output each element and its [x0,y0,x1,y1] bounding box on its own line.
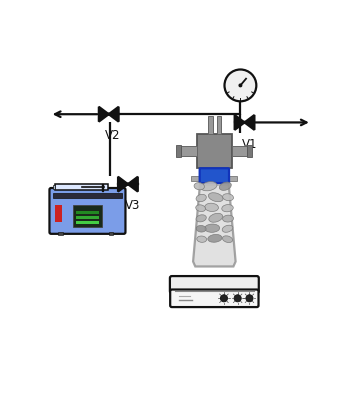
Bar [76,216,99,219]
Bar [109,232,114,235]
Bar [232,146,247,156]
Circle shape [127,183,129,186]
Bar [181,146,196,156]
Ellipse shape [196,215,206,222]
Bar [192,176,201,181]
Polygon shape [99,107,109,122]
Ellipse shape [209,193,223,202]
Bar [102,184,103,191]
Bar [76,221,99,224]
Text: V1: V1 [242,138,257,150]
Polygon shape [193,169,236,266]
Bar [208,168,221,176]
Bar [52,185,56,189]
FancyBboxPatch shape [50,188,125,234]
Bar [56,184,108,190]
Circle shape [246,295,253,302]
Ellipse shape [205,224,220,232]
Ellipse shape [223,215,234,222]
Bar [76,211,99,214]
Ellipse shape [194,183,205,190]
FancyBboxPatch shape [200,168,229,183]
Polygon shape [128,177,138,192]
Bar [52,193,122,198]
Circle shape [107,113,110,116]
Ellipse shape [209,213,223,222]
Bar [58,232,63,235]
Ellipse shape [201,182,217,191]
Ellipse shape [208,234,222,242]
Bar [196,134,232,168]
Ellipse shape [196,194,206,202]
Ellipse shape [223,194,234,201]
Polygon shape [109,107,119,122]
Bar [228,176,237,181]
Ellipse shape [222,204,233,212]
Bar [177,145,181,157]
Circle shape [234,295,241,302]
FancyBboxPatch shape [170,276,259,293]
Bar [73,205,102,227]
Ellipse shape [222,236,233,242]
Bar [217,116,222,134]
Bar [247,145,252,157]
FancyBboxPatch shape [170,290,258,307]
Circle shape [221,295,228,302]
Bar [201,176,228,185]
Bar [55,205,62,222]
Polygon shape [245,115,255,130]
Circle shape [243,121,246,124]
Circle shape [224,70,256,101]
Polygon shape [118,177,128,192]
Bar [208,116,213,134]
Ellipse shape [222,225,233,232]
Ellipse shape [197,236,207,242]
Ellipse shape [219,182,231,190]
Text: V2: V2 [105,129,121,142]
Text: V3: V3 [125,199,141,212]
Ellipse shape [205,203,218,212]
Ellipse shape [196,226,206,232]
Ellipse shape [196,205,206,212]
Polygon shape [235,115,245,130]
Circle shape [239,84,242,87]
